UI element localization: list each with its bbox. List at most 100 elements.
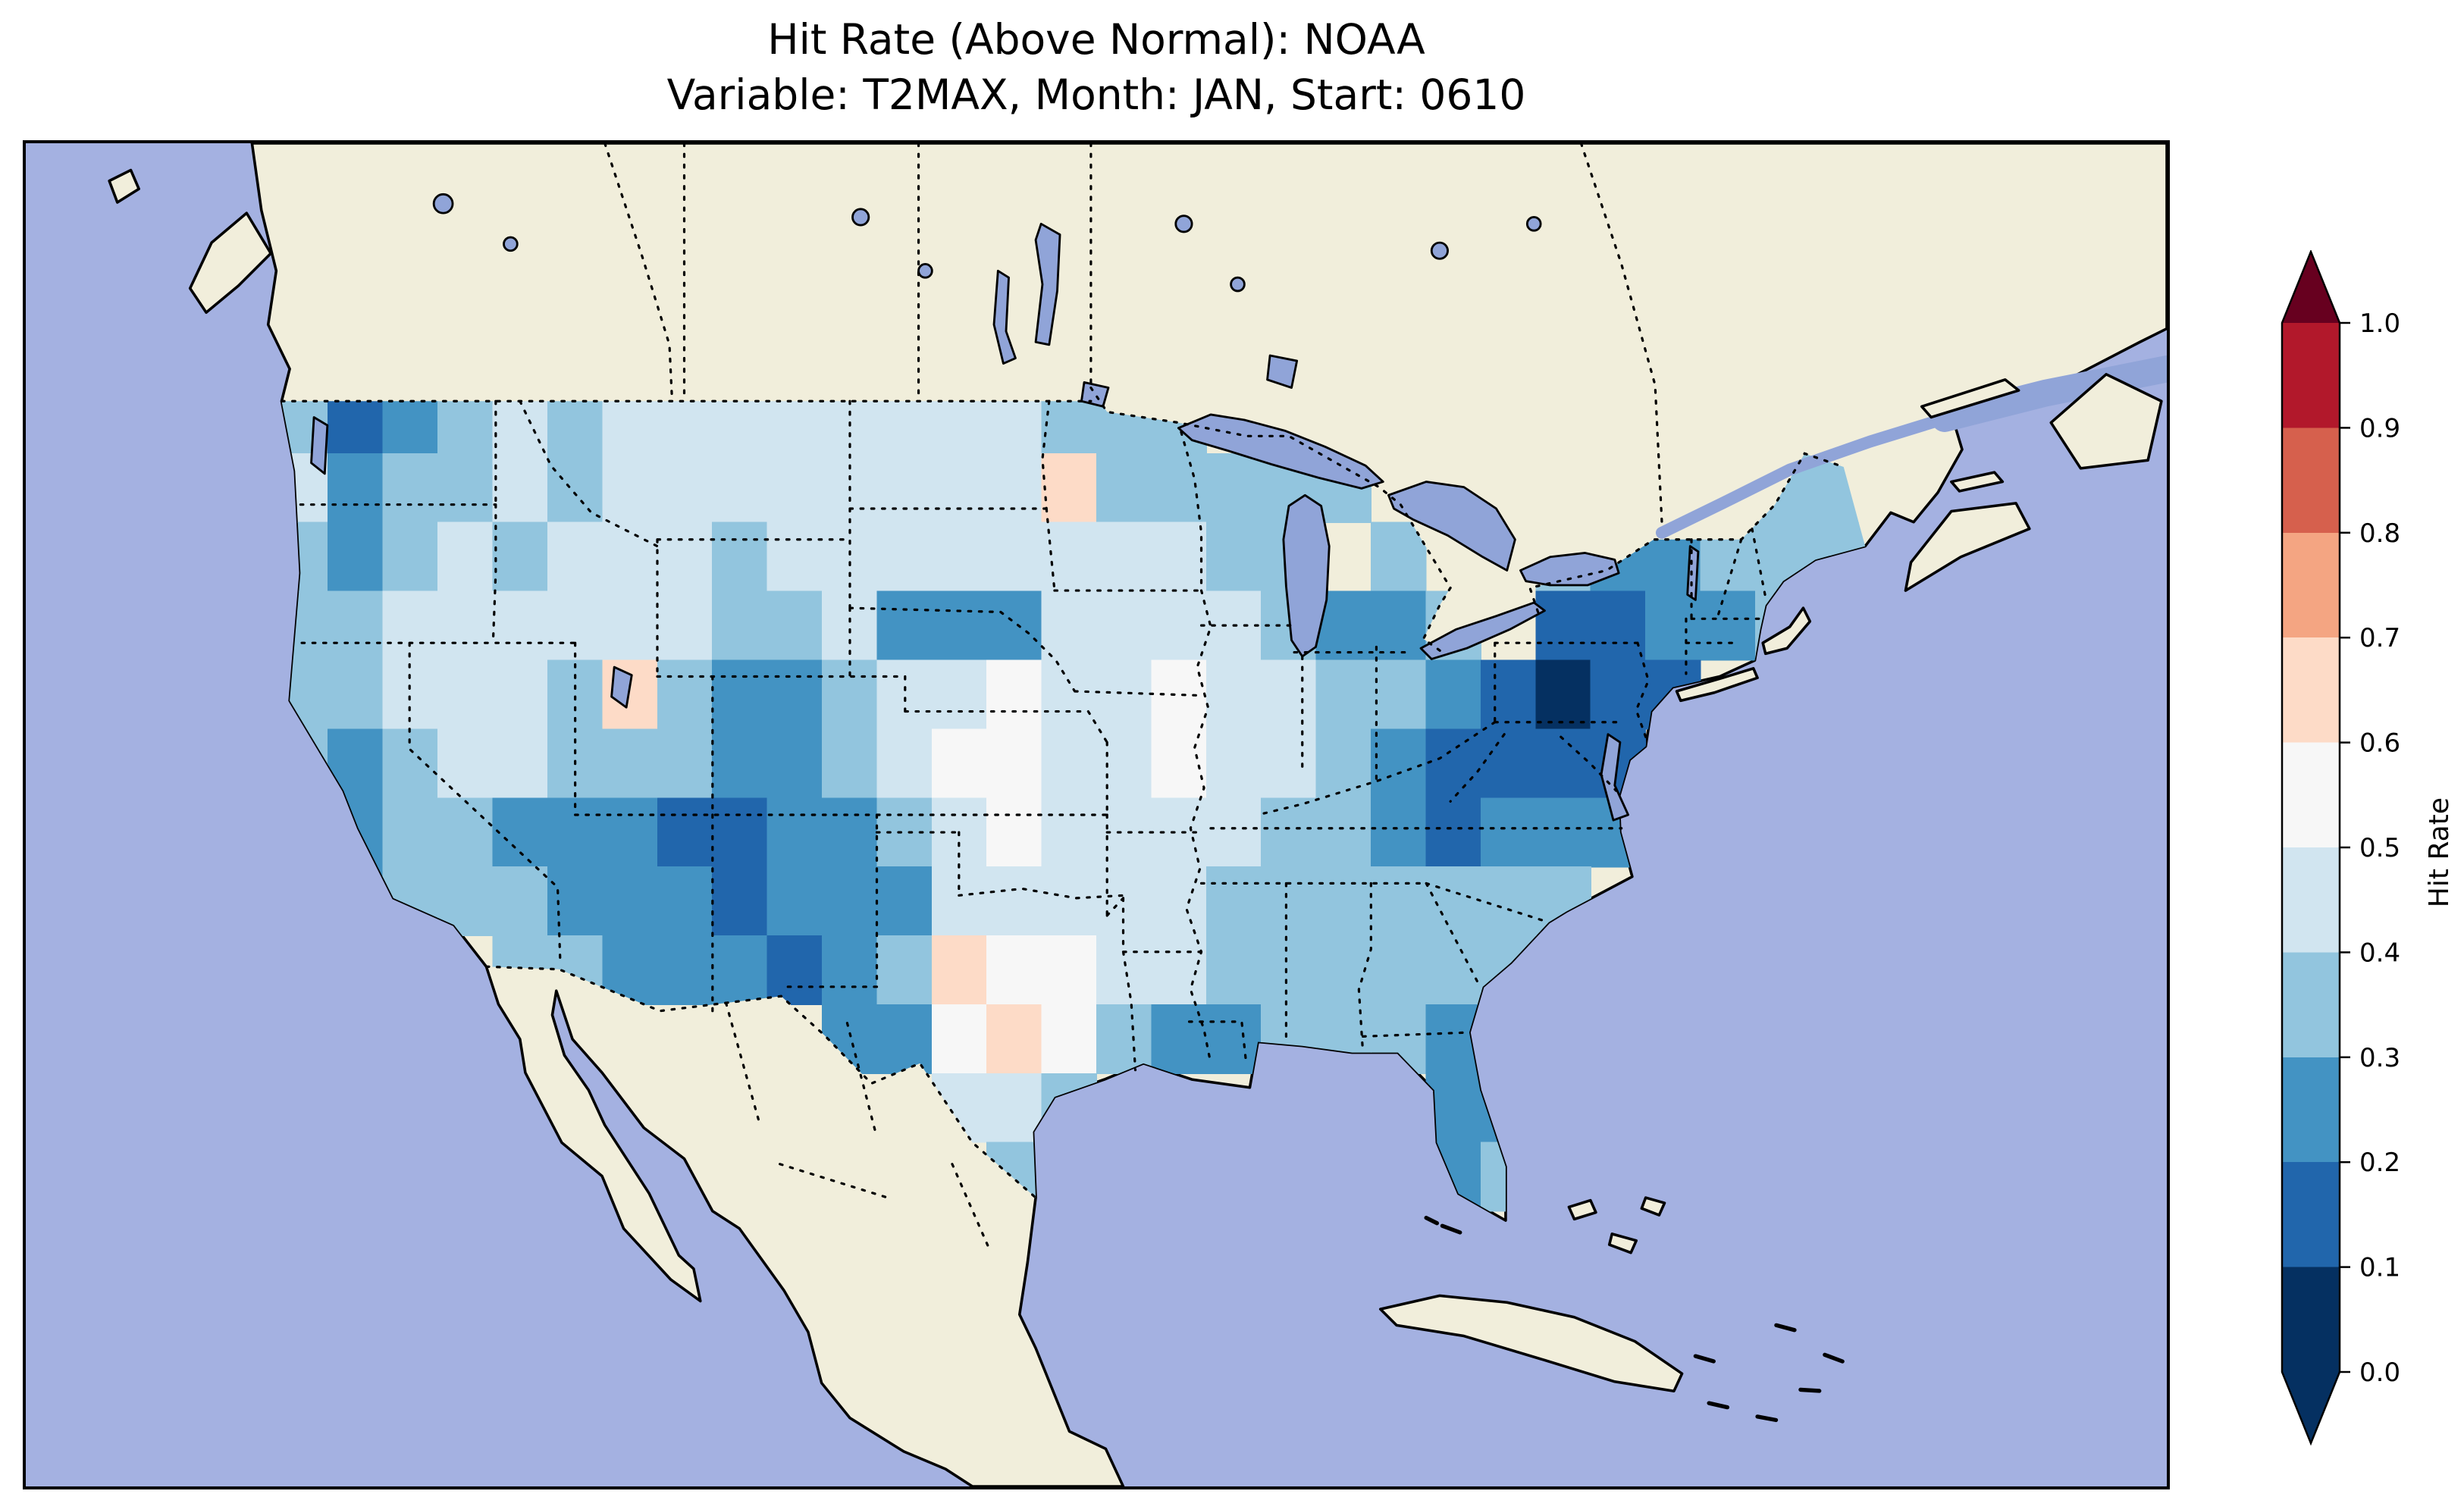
hit-rate-grid-cell [437, 590, 494, 661]
hit-rate-grid-cell [657, 797, 713, 868]
hit-rate-grid-cell [657, 453, 713, 523]
hit-rate-grid-cell [1480, 728, 1537, 799]
hit-rate-grid-cell [1151, 728, 1207, 799]
hit-rate-grid-cell [657, 866, 713, 937]
hit-rate-grid-cell [712, 590, 768, 661]
hit-rate-grid-cell [1205, 797, 1262, 868]
hit-rate-grid-cell [1096, 521, 1152, 592]
hit-rate-grid-cell [657, 521, 713, 592]
hit-rate-grid-cell [1371, 797, 1427, 868]
colorbar-extend-over [2282, 252, 2340, 323]
hit-rate-grid-cell [437, 797, 494, 868]
hit-rate-grid-cell [602, 728, 658, 799]
long-island [1675, 667, 1759, 703]
hit-rate-grid-cell [1041, 728, 1098, 799]
hit-rate-grid-cell [1205, 866, 1262, 937]
hit-rate-grid-cell [382, 797, 439, 868]
hit-rate-grid-cell [931, 521, 988, 592]
hit-rate-grid-cell [1535, 659, 1591, 730]
colorbar-tick-label: 0.3 [2359, 1043, 2400, 1073]
hit-rate-grid-cell [931, 590, 988, 661]
hit-rate-grid-cell [712, 659, 768, 730]
hit-rate-grid-cell [712, 866, 768, 937]
hit-rate-grid-cell [657, 590, 713, 661]
hit-rate-grid-cell [1315, 866, 1372, 937]
hit-rate-grid-cell [986, 1004, 1042, 1074]
nova-scotia [1904, 502, 2031, 592]
hit-rate-grid-cell [1041, 590, 1098, 661]
hit-rate-grid-cell [1371, 728, 1427, 799]
hit-rate-grid-cell [1041, 935, 1098, 1005]
chart-title-block: Hit Rate (Above Normal): NOAA Variable: … [23, 12, 2170, 122]
hit-rate-grid-cell [712, 935, 768, 1005]
colorbar-tick-label: 0.4 [2359, 938, 2400, 968]
colorbar-tick-label: 0.6 [2359, 728, 2400, 759]
hit-rate-grid-cell [1151, 935, 1207, 1005]
hit-rate-grid-cell [492, 866, 548, 937]
colorbar-segment [2282, 1267, 2340, 1373]
hit-rate-grid-cell [1590, 590, 1647, 661]
hit-rate-grid-cell [1205, 659, 1262, 730]
hit-rate-grid-cell [1425, 797, 1481, 868]
hit-rate-grid-cell [1151, 866, 1207, 937]
hit-rate-grid-cell [1480, 866, 1537, 937]
hit-rate-grid-cell [876, 728, 933, 799]
colorbar-segment [2282, 1057, 2340, 1164]
canadian-lake [503, 236, 519, 252]
hit-rate-grid-cell [382, 521, 439, 592]
colorbar-axis-label: Hit Rate [2420, 250, 2458, 1455]
hit-rate-grid-cell [766, 935, 823, 1005]
hit-rate-grid-cell [1700, 590, 1757, 661]
hit-rate-grid-cell [657, 659, 713, 730]
hit-rate-grid-cell [437, 728, 494, 799]
puget-sound [310, 416, 329, 475]
colorbar-label-text: Hit Rate [2423, 797, 2455, 908]
colorbar-segment [2282, 428, 2340, 534]
colorbar-tick-label: 0.9 [2359, 413, 2400, 443]
hit-rate-grid-cell [822, 797, 878, 868]
hit-rate-grid-cell [1151, 453, 1207, 523]
hit-rate-grid-cell [876, 453, 933, 523]
hit-rate-grid-cell [547, 453, 603, 523]
hit-rate-grid-cell [602, 590, 658, 661]
hit-rate-grid-cell [1645, 590, 1701, 661]
hit-rate-grid-cell [1371, 659, 1427, 730]
us-mexico-border [484, 965, 1037, 1199]
map-axes [23, 140, 2170, 1489]
hit-rate-grid-cell [602, 659, 658, 730]
lake-erie [1419, 601, 1546, 660]
hit-rate-grid-cell [822, 866, 878, 937]
hit-rate-grid-cell [1425, 935, 1481, 1005]
hit-rate-grid-cell [766, 659, 823, 730]
hit-rate-grid-cell [1315, 935, 1372, 1005]
hit-rate-grid-cell [547, 590, 603, 661]
hit-rate-grid-cell [712, 521, 768, 592]
hit-rate-grid-cell [602, 797, 658, 868]
hit-rate-grid-cell [1151, 797, 1207, 868]
prince-edward-island [1950, 471, 2005, 493]
hit-rate-grid-cell [1371, 866, 1427, 937]
hit-rate-grid-cell [547, 797, 603, 868]
canadian-lake [1430, 241, 1449, 260]
state-borders [299, 399, 1767, 1072]
hit-rate-grid-cell [712, 728, 768, 799]
hit-rate-grid-cell [766, 866, 823, 937]
hit-rate-grid-cell [1041, 659, 1098, 730]
chart-title: Hit Rate (Above Normal): NOAA [767, 15, 1425, 64]
hit-rate-grid-cell [876, 797, 933, 868]
hit-rate-grid-cell [328, 659, 384, 730]
hit-rate-grid-cell [602, 453, 658, 523]
colorbar-canvas: 1.0 0.9 0.8 0.7 0.6 0.5 0.4 0.3 0.2 0.1 0.0 [2281, 250, 2400, 1446]
hit-rate-grid-cell [766, 728, 823, 799]
hit-rate-grid-cell [1315, 728, 1372, 799]
canadian-lake [1525, 216, 1542, 232]
hit-rate-grid-cell [986, 659, 1042, 730]
hit-rate-grid-cell [876, 935, 933, 1005]
hit-rate-grid-cell [382, 453, 439, 523]
vancouver-island [188, 211, 273, 315]
hit-rate-grid-cell [492, 797, 548, 868]
hit-rate-grid-cell [712, 797, 768, 868]
colorbar-tick-label: 1.0 [2359, 309, 2400, 339]
hit-rate-grid-cell [1480, 659, 1537, 730]
hit-rate-grid-cell [1205, 728, 1262, 799]
